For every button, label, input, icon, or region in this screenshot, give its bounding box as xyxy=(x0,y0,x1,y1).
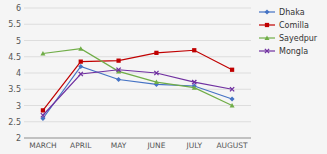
point xyxy=(79,72,83,76)
line xyxy=(43,50,232,110)
grid-line xyxy=(24,121,251,122)
point xyxy=(230,87,234,91)
x-tick-label: APRIL xyxy=(70,141,92,150)
grid-line xyxy=(24,73,251,74)
y-tick-label: 3.5 xyxy=(8,85,21,94)
point xyxy=(79,60,83,64)
y-tick-label: 4 xyxy=(16,69,21,78)
background xyxy=(0,0,327,154)
point xyxy=(116,59,120,63)
y-tick-label: 6 xyxy=(16,4,21,13)
y-tick-label: 3 xyxy=(16,102,21,111)
legend-marker xyxy=(265,23,269,27)
point xyxy=(41,108,45,112)
line xyxy=(43,49,232,106)
legend-label: Sayedpur xyxy=(279,34,318,43)
grid-line xyxy=(24,8,251,9)
x-tick-label: MARCH xyxy=(29,141,56,150)
grid xyxy=(24,8,251,138)
point xyxy=(154,71,158,75)
x-tick-label: AUGUST xyxy=(216,141,248,150)
x-tick-label: JULY xyxy=(186,141,203,150)
legend: Dhaka Comilla Sayedpur Mongla xyxy=(259,8,318,56)
point xyxy=(230,97,235,102)
legend-label: Mongla xyxy=(279,47,308,56)
point xyxy=(192,48,196,52)
point xyxy=(116,68,120,72)
y-tick-label: 2.5 xyxy=(8,118,21,127)
grid-line xyxy=(24,138,251,139)
y-tick-label: 5.5 xyxy=(8,20,21,29)
point xyxy=(230,103,235,108)
y-tick-label: 2 xyxy=(16,134,21,143)
legend-label: Dhaka xyxy=(279,8,305,17)
y-tick-label: 5 xyxy=(16,37,21,46)
grid-line xyxy=(24,40,251,41)
legend-label: Comilla xyxy=(279,21,309,30)
legend-marker xyxy=(265,49,269,53)
grid-line xyxy=(24,89,251,90)
x-axis xyxy=(24,138,251,139)
point xyxy=(230,68,234,72)
point xyxy=(41,113,45,117)
y-tick-label: 4.5 xyxy=(8,53,21,62)
point xyxy=(192,80,196,84)
grid-line xyxy=(24,105,251,106)
plot-area xyxy=(40,46,234,121)
point xyxy=(192,85,197,90)
x-tick-label: JUNE xyxy=(146,141,165,150)
grid-line xyxy=(24,24,251,25)
point xyxy=(78,46,83,51)
x-tick-label: MAY xyxy=(111,141,127,150)
legend-marker xyxy=(265,36,270,41)
point xyxy=(154,51,158,55)
point xyxy=(40,51,45,56)
point xyxy=(154,80,159,85)
chart: 2 2.5 3 3.5 4 4.5 5 5.5 6 MARCH APRIL MAY JUNE JULY AU… xyxy=(0,0,327,154)
legend-marker xyxy=(265,10,270,15)
line xyxy=(43,70,232,116)
point xyxy=(116,77,121,82)
